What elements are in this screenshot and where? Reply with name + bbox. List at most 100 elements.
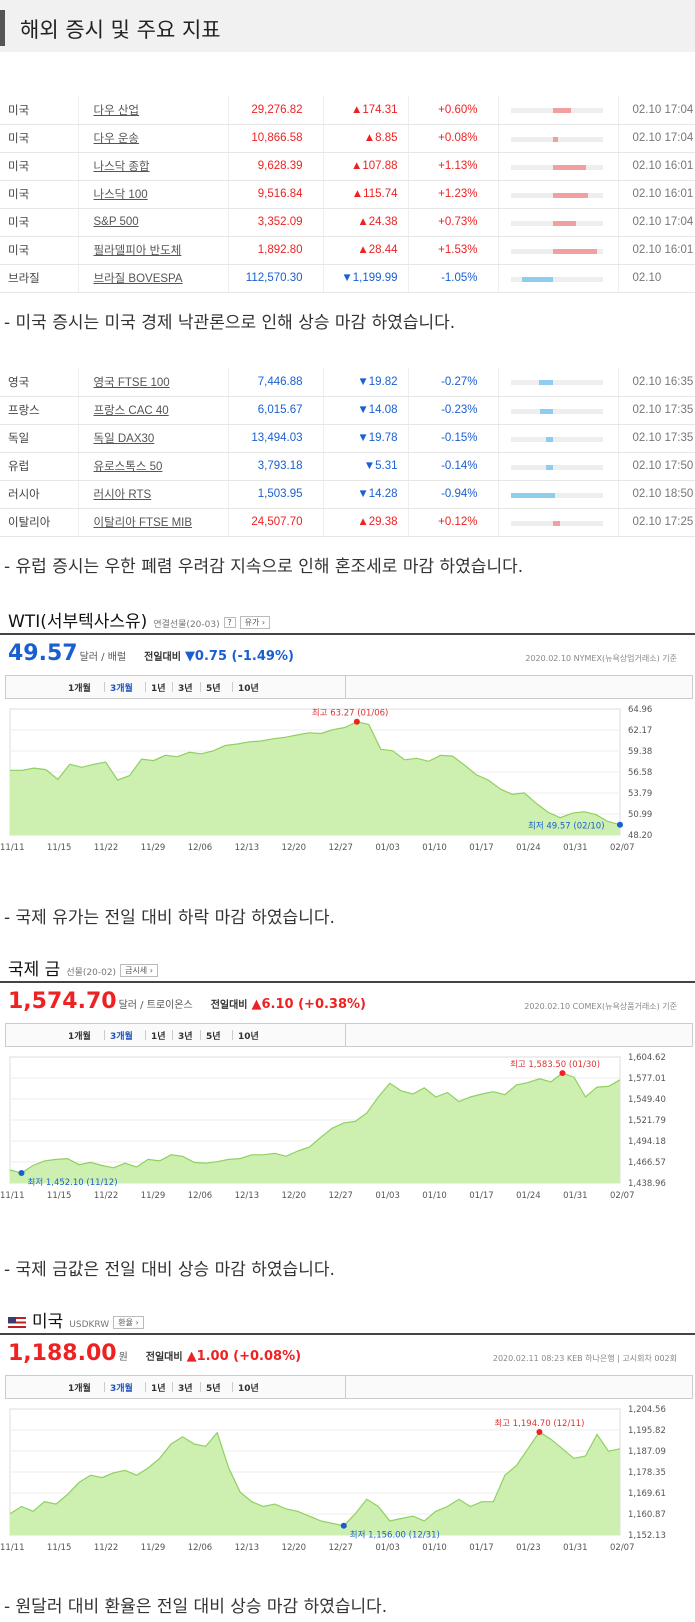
country-cell: 프랑스 bbox=[0, 396, 79, 425]
index-pct: +1.23% bbox=[408, 180, 499, 209]
y-tick-label: 1,521.79 bbox=[628, 1116, 666, 1126]
tab-period[interactable]: 1년 bbox=[151, 1032, 166, 1042]
tab-period[interactable]: 1년 bbox=[151, 684, 166, 694]
x-tick-label: 11/22 bbox=[94, 1191, 119, 1201]
tab-period[interactable]: 10년 bbox=[238, 1384, 259, 1394]
tab-period[interactable]: 10년 bbox=[238, 1032, 259, 1042]
x-tick-label: 12/20 bbox=[282, 1191, 307, 1201]
index-name-link[interactable]: 브라질 BOVESPA bbox=[78, 264, 229, 293]
index-date: 02.10 16:01 bbox=[618, 180, 695, 209]
index-value: 9,628.39 bbox=[228, 152, 324, 181]
index-name-link[interactable]: S&P 500 bbox=[78, 208, 229, 237]
index-pct: -1.05% bbox=[408, 264, 499, 293]
price-unit: 원 bbox=[118, 1352, 128, 1363]
y-tick-label: 1,604.62 bbox=[628, 1053, 666, 1063]
y-tick-label: 62.17 bbox=[628, 726, 652, 736]
table-row: 독일 독일 DAX30 13,494.03 ▼19.78 -0.15% 02.10 17:… bbox=[0, 424, 695, 453]
table-row: 미국 필라델피아 반도체 1,892.80 ▲28.44 +1.53% 02.10 16:… bbox=[0, 236, 695, 265]
x-tick-label: 02/07 bbox=[610, 843, 635, 853]
y-tick-label: 64.96 bbox=[628, 705, 652, 715]
tab-period[interactable]: 5년 bbox=[206, 1032, 221, 1042]
page-title: 해외 증시 및 주요 지표 bbox=[20, 18, 221, 42]
section-header: 해외 증시 및 주요 지표 bbox=[0, 0, 695, 52]
tab-period[interactable]: 3년 bbox=[178, 1032, 193, 1042]
country-cell: 미국 bbox=[0, 124, 79, 153]
index-date: 02.10 bbox=[618, 264, 695, 293]
current-price: 49.57 bbox=[8, 641, 78, 666]
tab-period[interactable]: 1개월 bbox=[68, 1032, 91, 1042]
x-tick-label: 01/23 bbox=[516, 1543, 541, 1553]
change-bar bbox=[498, 96, 619, 125]
tab-period[interactable]: 1년 bbox=[151, 1384, 166, 1394]
change-bar bbox=[498, 452, 619, 481]
x-tick-label: 01/10 bbox=[422, 1543, 447, 1553]
x-tick-label: 12/27 bbox=[328, 843, 353, 853]
index-name-link[interactable]: 나스닥 종합 bbox=[78, 152, 229, 181]
x-tick-label: 12/13 bbox=[235, 843, 260, 853]
note-eu: - 유럽 증시는 우한 폐렴 우려감 지속으로 인해 혼조세로 마감 하였습니다… bbox=[4, 557, 524, 577]
table-row: 러시아 러시아 RTS 1,503.95 ▼14.28 -0.94% 02.10 18:5… bbox=[0, 480, 695, 509]
category-button[interactable]: 유가 › bbox=[239, 615, 271, 629]
price-row: 1,188.00 원 전일대비 ▲1.00 (+0.08%) bbox=[8, 1341, 301, 1366]
low-marker bbox=[340, 1522, 347, 1529]
x-tick-label: 01/17 bbox=[469, 1543, 494, 1553]
x-tick-label: 11/11 bbox=[0, 843, 25, 853]
price-area-chart: 최고 1,583.50 (01/30) 최저 1,452.10 (11/12) 1,… bbox=[0, 1053, 666, 1201]
tab-period[interactable]: 3개월 bbox=[110, 684, 133, 694]
x-tick-label: 12/27 bbox=[328, 1543, 353, 1553]
index-name-link[interactable]: 러시아 RTS bbox=[78, 480, 229, 509]
index-date: 02.10 16:01 bbox=[618, 152, 695, 181]
chart-title-row: WTI(서부텍사스유) 연결선물(20-03)? 유가 › bbox=[8, 607, 271, 632]
price-change: ▼0.75 (-1.49%) bbox=[184, 649, 294, 664]
x-tick-label: 12/20 bbox=[282, 843, 307, 853]
tab-period[interactable]: 1개월 bbox=[68, 1384, 91, 1394]
index-date: 02.10 17:25 bbox=[618, 508, 695, 537]
index-name-link[interactable]: 필라델피아 반도체 bbox=[78, 236, 229, 265]
price-row: 1,574.70 달러 / 트로이온스 전일대비 ▲6.10 (+0.38%) bbox=[8, 989, 366, 1014]
index-name-link[interactable]: 영국 FTSE 100 bbox=[78, 368, 229, 397]
y-tick-label: 50.99 bbox=[628, 810, 652, 820]
category-button[interactable]: 환율 › bbox=[113, 1315, 144, 1329]
index-change: ▼14.28 bbox=[323, 480, 409, 509]
index-date: 02.10 17:50 bbox=[618, 452, 695, 481]
y-tick-label: 56.58 bbox=[628, 768, 652, 778]
note-us: - 미국 증시는 미국 경제 낙관론으로 인해 상승 마감 하였습니다. bbox=[4, 313, 456, 333]
chart-title-row: 국제 금 선물(20-02) 금시세 › bbox=[8, 955, 158, 980]
area-fill bbox=[10, 1073, 620, 1183]
tab-period[interactable]: 3년 bbox=[178, 684, 193, 694]
help-icon[interactable]: ? bbox=[223, 616, 236, 628]
index-name-link[interactable]: 프랑스 CAC 40 bbox=[78, 396, 229, 425]
x-tick-label: 01/03 bbox=[375, 843, 400, 853]
tab-period[interactable]: 3개월 bbox=[110, 1032, 133, 1042]
x-tick-label: 02/07 bbox=[610, 1543, 635, 1553]
change-bar bbox=[498, 180, 619, 209]
tab-period[interactable]: 3개월 bbox=[110, 1384, 133, 1394]
change-bar bbox=[498, 424, 619, 453]
index-name-link[interactable]: 나스닥 100 bbox=[78, 180, 229, 209]
high-label: 최고 1,194.70 (12/11) bbox=[494, 1418, 584, 1429]
compare-label: 전일대비 bbox=[145, 1352, 183, 1363]
tab-period[interactable]: 10년 bbox=[238, 684, 259, 694]
tab-period[interactable]: 1개월 bbox=[68, 684, 91, 694]
index-name-link[interactable]: 독일 DAX30 bbox=[78, 424, 229, 453]
index-name-link[interactable]: 다우 산업 bbox=[78, 96, 229, 125]
tab-period[interactable]: 3년 bbox=[178, 1384, 193, 1394]
us-market-table: 미국 다우 산업 29,276.82 ▲174.31 +0.60% 02.10 17:04… bbox=[0, 96, 695, 293]
price-line bbox=[9, 1431, 621, 1527]
country-cell: 미국 bbox=[0, 180, 79, 209]
x-tick-label: 01/03 bbox=[375, 1543, 400, 1553]
note-gold: - 국제 금값은 전일 대비 상승 마감 하였습니다. bbox=[4, 1260, 335, 1280]
y-tick-label: 1,549.40 bbox=[628, 1095, 666, 1105]
index-change: ▲174.31 bbox=[323, 96, 409, 125]
chart-title: 미국 bbox=[32, 1312, 64, 1332]
category-button[interactable]: 금시세 › bbox=[120, 963, 158, 977]
x-tick-label: 01/17 bbox=[469, 843, 494, 853]
index-name-link[interactable]: 유로스톡스 50 bbox=[78, 452, 229, 481]
tab-period[interactable]: 5년 bbox=[206, 684, 221, 694]
index-name-link[interactable]: 다우 운송 bbox=[78, 124, 229, 153]
price-area-chart: 최고 1,194.70 (12/11) 최저 1,156.00 (12/31) 1,… bbox=[0, 1405, 666, 1553]
index-value: 1,503.95 bbox=[228, 480, 324, 509]
x-tick-label: 11/15 bbox=[47, 1543, 72, 1553]
index-name-link[interactable]: 이탈리아 FTSE MIB bbox=[78, 508, 229, 537]
tab-period[interactable]: 5년 bbox=[206, 1384, 221, 1394]
